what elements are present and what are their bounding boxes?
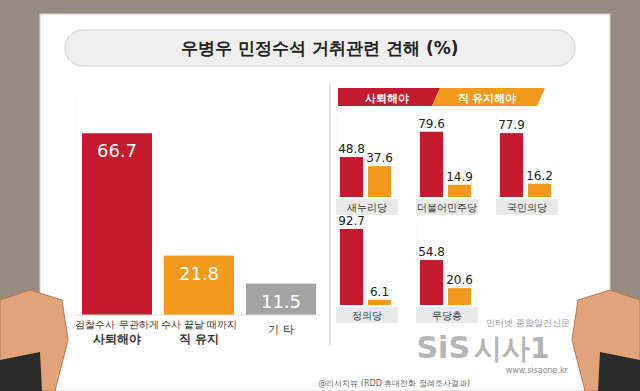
data-label: 66.7 [97,140,137,161]
x-tick-label: 무당층 [432,310,462,321]
label-line: 기 타 [268,323,294,336]
x-tick-label: 국민의당 [507,202,547,213]
bar [528,184,551,197]
data-label: 92.7 [338,214,365,228]
hand-left [0,290,68,391]
divider [330,84,331,345]
main-bars [82,133,316,315]
board-edge [40,14,610,391]
data-label: 77.9 [498,118,525,132]
data-label: 79.6 [418,117,445,131]
legend-label: 사퇴해야 [365,92,409,105]
annotation: 시사1 [474,332,549,365]
annotation: @리서치뷰 (RDD 휴대전화 정례조사결과) [318,379,470,388]
bar [340,229,363,305]
bar [448,288,471,305]
x-tick-label: 검찰수사 무관하게사퇴해야 [75,319,158,346]
legend-swatch [432,88,545,106]
annotation: 인터넷 종합일간신문 [486,318,570,328]
bar [246,284,316,315]
x-tick-label: 정의당 [352,310,382,321]
panel-label-box [496,199,558,215]
bar [420,260,443,305]
legend-label: 직 유지해야 [458,92,517,105]
label-line: 사퇴해야 [93,332,141,346]
hand-right [572,290,640,391]
panel-label-box [416,199,478,215]
data-label: 37.6 [366,151,393,165]
legend-swatch [338,88,440,106]
data-label: 54.8 [418,245,445,259]
data-label: 14.9 [446,170,473,184]
x-tick-label: 더불어민주당 [417,202,477,213]
bar [164,256,234,315]
annotation: SiS [417,330,471,365]
title: 우병우 민정수석 거취관련 견해 (%) [181,38,458,58]
data-label: 11.5 [261,291,301,312]
chart-canvas: 우병우 민정수석 거취관련 견해 (%) 66.7 21.8 11.5 검찰수사 무관하… [0,0,640,391]
data-label: 6.1 [370,285,389,299]
panel-bars [500,133,551,197]
data-label: 16.2 [526,169,553,183]
bar [368,300,391,305]
label-line: 검찰수사 무관하게 [75,319,158,330]
panel-label-box [336,199,398,215]
board [40,14,610,391]
panel-bars [420,132,471,197]
sleeve-left [0,352,42,391]
panel-label-box [336,307,398,323]
data-label: 48.8 [338,142,365,156]
y-axis-line [337,115,338,197]
bar [368,166,391,197]
x-tick-label: 기 타 [268,323,294,336]
bar [500,133,523,197]
title-box [65,30,575,66]
bar [82,133,152,315]
annotation: www.sisaone.kr [506,366,569,375]
panel-label-box [416,307,478,323]
background [0,0,640,391]
data-label: 20.6 [446,273,473,287]
bar [448,185,471,197]
data-label: 21.8 [179,263,219,284]
x-axis-line [75,315,320,316]
y-axis-line [76,97,77,315]
sleeve-right [598,352,640,391]
bar [420,132,443,197]
bar [340,157,363,197]
y-axis-line [337,223,338,305]
x-tick-label: 새누리당 [347,202,387,213]
label-line: 수사 끝날 때까지 [161,319,237,330]
y-axis-line [417,223,418,305]
x-tick-label: 수사 끝날 때까지직 유지 [161,319,237,346]
panel-bars [340,229,391,305]
label-line: 직 유지 [179,332,219,346]
